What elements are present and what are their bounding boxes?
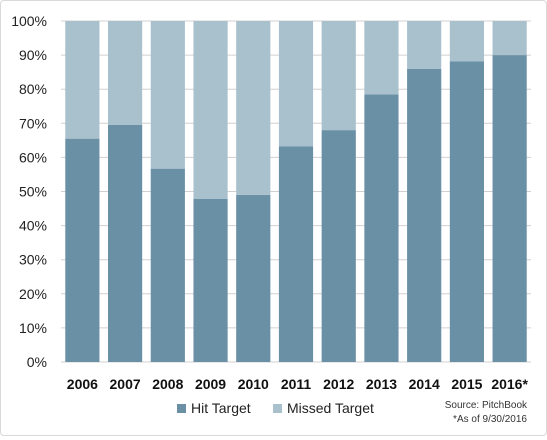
x-tick-label: 2008: [152, 376, 183, 392]
y-tick-label: 0%: [27, 354, 47, 370]
bar-missed-target-2009: [193, 21, 228, 200]
x-tick-label: 2010: [238, 376, 269, 392]
bar-hit-target-2013: [364, 94, 399, 362]
bar-missed-target-2008: [150, 21, 185, 169]
as-of-note: *As of 9/30/2016: [453, 414, 527, 425]
x-tick-label: 2011: [281, 376, 312, 392]
bar-hit-target-2015: [449, 61, 484, 362]
x-tick-label: 2016*: [491, 376, 528, 392]
bar-hit-target-2009: [193, 199, 228, 362]
y-tick-label: 90%: [19, 47, 47, 63]
x-tick-label: 2012: [323, 376, 354, 392]
legend-label-missed-target: Missed Target: [287, 400, 374, 416]
bar-missed-target-2011: [278, 21, 314, 147]
legend-swatch-missed-target: [273, 404, 282, 413]
bar-hit-target-2014: [407, 68, 442, 363]
y-tick-label: 10%: [19, 320, 47, 336]
bar-hit-target-2006: [65, 138, 100, 362]
bar-missed-target-2012: [321, 21, 356, 131]
x-tick-label: 2015: [451, 376, 482, 392]
bar-missed-target-2014: [407, 21, 442, 69]
y-tick-label: 30%: [19, 252, 47, 268]
axes: 0% 10% 20% 30% 40% 50% 60% 70% 80% 90% 100% 2006 200…: [11, 13, 528, 392]
bar-hit-target-2008: [150, 168, 185, 362]
y-tick-label: 40%: [19, 218, 47, 234]
bar-hit-target-2007: [108, 125, 143, 362]
bar-missed-target-2007: [108, 21, 143, 126]
bars: [65, 21, 527, 363]
bar-missed-target-2015: [449, 21, 484, 62]
bar-missed-target-2016: [492, 21, 527, 56]
x-tick-label: 2013: [366, 376, 397, 392]
x-tick-label: 2007: [110, 376, 141, 392]
bar-missed-target-2013: [364, 21, 399, 95]
bar-hit-target-2016: [492, 55, 527, 362]
bar-hit-target-2010: [236, 194, 271, 362]
legend: Hit Target Missed Target: [177, 400, 374, 416]
x-tick-label: 2006: [67, 376, 98, 392]
x-tick-label: 2014: [409, 376, 440, 392]
y-tick-label: 80%: [19, 81, 47, 97]
y-tick-label: 70%: [19, 115, 47, 131]
y-tick-label: 60%: [19, 149, 47, 165]
x-tick-label: 2009: [195, 376, 226, 392]
y-tick-label: 20%: [19, 286, 47, 302]
bar-hit-target-2011: [278, 146, 314, 362]
legend-label-hit-target: Hit Target: [191, 400, 251, 416]
annotations: Source: PitchBook *As of 9/30/2016: [445, 400, 528, 425]
source-note: Source: PitchBook: [445, 400, 528, 411]
y-tick-label: 100%: [11, 13, 47, 29]
bar-missed-target-2010: [236, 21, 271, 195]
bar-missed-target-2006: [65, 21, 100, 139]
y-tick-label: 50%: [19, 184, 47, 200]
legend-swatch-hit-target: [177, 404, 186, 413]
bar-hit-target-2012: [321, 130, 356, 362]
